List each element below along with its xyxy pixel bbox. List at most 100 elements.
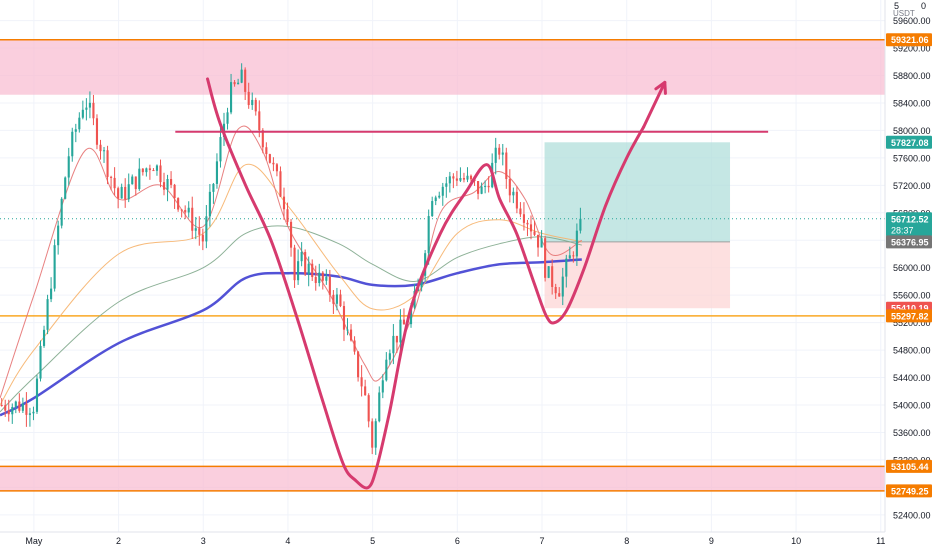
- candle-body: [268, 154, 271, 163]
- candle-body: [339, 294, 342, 307]
- candle-body: [409, 307, 413, 325]
- candle-body: [455, 178, 458, 181]
- candle-body: [466, 175, 469, 180]
- price-axis-corner-label: 0: [921, 1, 926, 11]
- candle-body: [349, 329, 353, 341]
- candle-body: [441, 186, 444, 196]
- price-label-badge: [886, 212, 932, 237]
- price-label-badge: [886, 33, 932, 47]
- resistance-zone: [0, 39, 885, 95]
- ema-slow-line: [0, 225, 582, 413]
- candle-body: [110, 176, 113, 178]
- candle-body: [180, 209, 183, 211]
- candle-body: [533, 231, 536, 235]
- candle-body: [64, 177, 67, 199]
- drawings[interactable]: [175, 77, 769, 490]
- candle-body: [427, 216, 430, 254]
- candle-body: [88, 102, 91, 108]
- candle-body: [39, 345, 42, 379]
- candle-body: [177, 198, 180, 210]
- candle-body: [240, 69, 243, 83]
- candle-body: [244, 69, 247, 92]
- arrow-head-icon[interactable]: [654, 80, 667, 95]
- candle-body: [60, 198, 63, 226]
- candle-body: [360, 377, 363, 387]
- candle-body: [434, 197, 437, 202]
- candle-body: [544, 238, 547, 278]
- price-label-badge: [886, 309, 932, 323]
- candle-body: [402, 319, 406, 325]
- candle-body: [21, 403, 24, 411]
- price-label-badge: [886, 235, 932, 249]
- candle-body: [46, 299, 49, 330]
- candle-body: [7, 410, 10, 415]
- price-axis-background: [885, 0, 932, 550]
- price-tick-label: 58400.00: [893, 98, 931, 108]
- candle-body: [233, 82, 236, 85]
- price-label-text: 57827.08: [891, 138, 929, 148]
- candle-body: [272, 162, 275, 165]
- time-tick-label: May: [25, 536, 43, 546]
- candle-body: [448, 176, 451, 184]
- projection-arrow-shaft[interactable]: [642, 80, 667, 129]
- projection-path[interactable]: [206, 77, 646, 490]
- price-tick-label: 54800.00: [893, 346, 931, 356]
- candle-body: [230, 82, 233, 113]
- candles: [0, 63, 582, 455]
- candle-body: [512, 191, 515, 196]
- candle-body: [99, 144, 102, 152]
- candle-body: [81, 109, 84, 118]
- horizontal-levels[interactable]: [0, 38, 885, 492]
- candle-body: [445, 183, 448, 187]
- candle-body: [554, 286, 557, 294]
- candle-body: [300, 252, 303, 262]
- time-tick-label: 6: [455, 536, 460, 546]
- price-tick-label: 55200.00: [893, 318, 931, 328]
- price-tick-label: 59600.00: [893, 16, 931, 26]
- candle-body: [194, 228, 197, 231]
- price-tick-label: 52400.00: [893, 510, 931, 520]
- price-label-badge: [886, 484, 932, 498]
- candle-body: [0, 405, 3, 407]
- candle-body: [367, 395, 370, 422]
- candle-body: [526, 222, 529, 225]
- candle-body: [275, 164, 278, 172]
- candle-body: [131, 176, 134, 185]
- price-zones: [0, 39, 885, 491]
- stop-zone[interactable]: [544, 241, 731, 309]
- time-tick-label: 9: [709, 536, 714, 546]
- price-label-badge: [886, 135, 932, 149]
- candle-body: [215, 161, 219, 184]
- candle-body: [332, 294, 335, 304]
- candle-body: [438, 195, 441, 198]
- price-tick-label: 55600.00: [893, 291, 931, 301]
- candle-body: [201, 234, 204, 242]
- target-zone[interactable]: [544, 142, 731, 242]
- candle-body: [293, 247, 296, 281]
- long-position-tool[interactable]: [544, 142, 731, 309]
- price-label-text: 55297.82: [891, 311, 929, 321]
- candle-body: [251, 99, 254, 106]
- price-axis-top-label: 5: [894, 1, 899, 11]
- candle-body: [152, 170, 155, 172]
- candle-body: [159, 165, 162, 183]
- candle-body: [561, 276, 564, 297]
- candle-body: [342, 306, 346, 330]
- candle-body: [399, 319, 402, 343]
- price-tick-label: 53600.00: [893, 428, 931, 438]
- candle-body: [304, 252, 307, 275]
- candle-body: [558, 293, 561, 297]
- candle-body: [388, 353, 391, 360]
- price-label-text: 53105.44: [891, 462, 929, 472]
- candle-body: [515, 191, 518, 209]
- candle-body: [551, 266, 554, 287]
- candle-body: [134, 176, 137, 190]
- candle-body: [484, 185, 487, 187]
- moving-averages: [0, 125, 583, 417]
- candle-body: [265, 147, 268, 155]
- candle-body: [289, 221, 293, 248]
- price-tick-label: 59200.00: [893, 44, 931, 54]
- time-axis[interactable]: May 2 3 4 5 6 7 8 9 10 11: [0, 531, 932, 550]
- candle-body: [494, 147, 497, 163]
